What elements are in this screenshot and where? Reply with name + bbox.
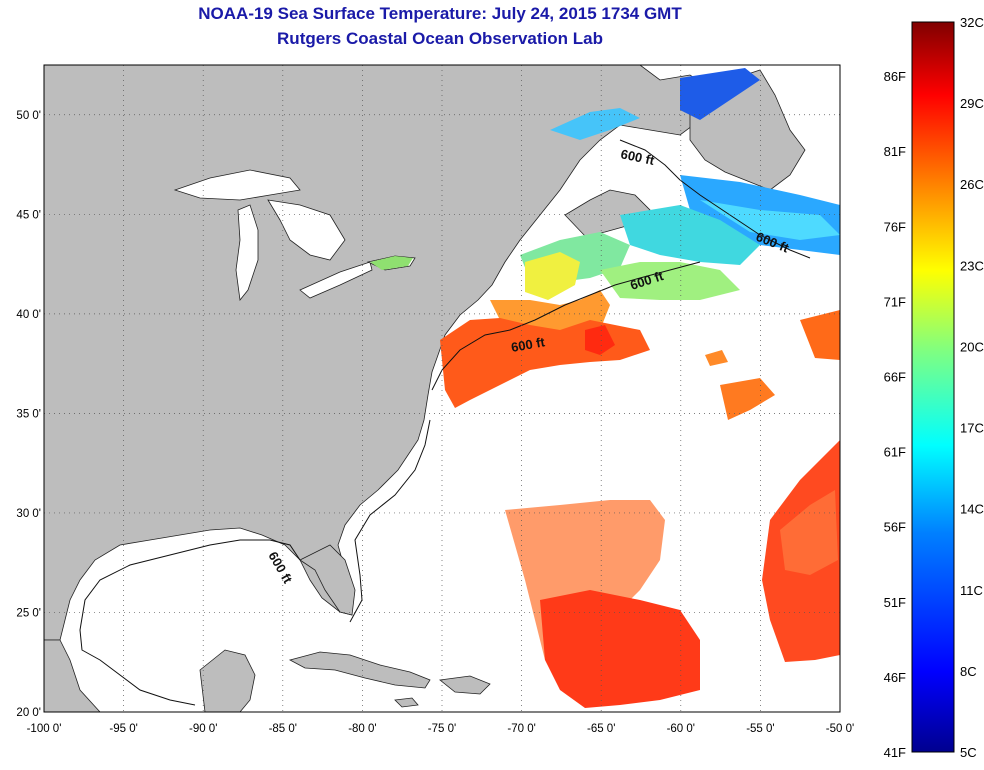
colorbar-fahrenheit-label: 71F [884, 294, 906, 309]
colorbar-celsius-label: 14C [960, 502, 984, 517]
lake-huron [267, 199, 346, 261]
lat-tick-label: 25 0' [16, 607, 41, 619]
colorbar-fahrenheit-labels: 41F 46F 51F 56F 61F 66F 71F 76F 81F 86F [884, 69, 906, 760]
lon-tick-label: -85 0' [269, 723, 297, 735]
latitude-axis: 20 0' 25 0' 30 0' 35 0' 40 0' 45 0' 50 0' [16, 110, 41, 719]
lon-tick-label: -75 0' [428, 723, 456, 735]
colorbar-fahrenheit-label: 76F [884, 219, 906, 234]
colorbar-celsius-label: 32C [960, 15, 984, 30]
colorbar-celsius-label: 11C [960, 583, 983, 598]
colorbar [911, 21, 955, 753]
land-cuba [288, 651, 431, 689]
lon-tick-label: -70 0' [507, 723, 535, 735]
colorbar-fahrenheit-label: 86F [884, 69, 906, 84]
colorbar-celsius-label: 20C [960, 339, 984, 354]
lake-ontario-sst [370, 256, 413, 270]
colorbar-celsius-label: 26C [960, 177, 984, 192]
land-florida [299, 544, 356, 616]
land-hispaniola [439, 675, 491, 695]
colorbar-celsius-label: 17C [960, 421, 984, 436]
colorbar-celsius-label: 5C [960, 745, 977, 760]
lat-tick-label: 45 0' [16, 209, 41, 221]
colorbar-celsius-label: 8C [960, 664, 977, 679]
lat-tick-label: 20 0' [16, 707, 41, 719]
land-yucatan [199, 649, 256, 712]
map-frame [43, 64, 841, 713]
land-jamaica [394, 697, 419, 708]
lon-tick-label: -65 0' [587, 723, 615, 735]
lake-superior [173, 169, 301, 201]
colorbar-fahrenheit-label: 66F [884, 369, 906, 384]
lon-tick-label: -90 0' [189, 723, 217, 735]
lon-tick-label: -80 0' [348, 723, 376, 735]
isobath-600ft [79, 139, 811, 706]
sst-data [440, 68, 840, 708]
colorbar-fahrenheit-label: 81F [884, 144, 906, 159]
lon-tick-label: -95 0' [109, 723, 137, 735]
lon-tick-label: -60 0' [667, 723, 695, 735]
contour-label: 600 ft [510, 334, 547, 355]
colorbar-celsius-label: 29C [960, 96, 984, 111]
colorbar-fahrenheit-label: 41F [884, 745, 906, 760]
longitude-axis: -100 0' -95 0' -90 0' -85 0' -80 0' -75 0' -70… [27, 723, 855, 735]
lon-tick-label: -55 0' [746, 723, 774, 735]
lat-tick-label: 35 0' [16, 408, 41, 420]
contour-label: 600 ft [619, 146, 656, 168]
lat-tick-label: 40 0' [16, 309, 41, 321]
land-mexico [44, 639, 101, 712]
colorbar-fahrenheit-label: 51F [884, 595, 906, 610]
land-north-america [44, 65, 721, 641]
colorbar-celsius-label: 23C [960, 258, 984, 273]
map-subtitle: Rutgers Coastal Ocean Observation Lab [277, 29, 603, 48]
lake-erie [299, 261, 373, 299]
lake-michigan [235, 204, 259, 301]
colorbar-celsius-labels: 5C 8C 11C 14C 17C 20C 23C 26C 29C 32C [960, 15, 984, 760]
colorbar-fahrenheit-label: 61F [884, 445, 906, 460]
lon-tick-label: -100 0' [27, 723, 62, 735]
colorbar-fahrenheit-label: 46F [884, 670, 906, 685]
lat-tick-label: 30 0' [16, 508, 41, 520]
colorbar-fahrenheit-label: 56F [884, 520, 906, 535]
map-title: NOAA-19 Sea Surface Temperature: July 24… [198, 4, 682, 23]
lon-tick-label: -50 0' [826, 723, 854, 735]
lat-tick-label: 50 0' [16, 110, 41, 122]
